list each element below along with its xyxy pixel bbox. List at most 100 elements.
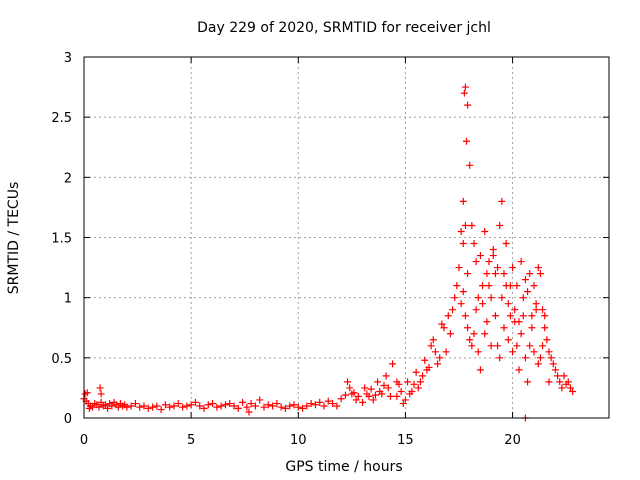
x-tick-label: 10 (290, 433, 307, 448)
data-point (429, 336, 437, 344)
data-point (524, 288, 532, 296)
data-point (294, 403, 302, 411)
data-point (264, 401, 272, 409)
data-point (131, 400, 139, 408)
data-point (489, 246, 497, 254)
data-point (556, 378, 564, 386)
data-point (209, 400, 217, 408)
data-point (539, 306, 547, 314)
data-point (472, 306, 480, 314)
data-point (95, 403, 103, 411)
data-point (457, 227, 465, 235)
data-point (196, 402, 204, 410)
data-point (395, 380, 403, 388)
data-point (449, 306, 457, 314)
data-point (416, 378, 424, 386)
data-point (401, 396, 409, 404)
data-point (487, 342, 495, 350)
data-point (204, 401, 212, 409)
data-point (378, 390, 386, 398)
data-point (528, 312, 536, 320)
data-point (320, 402, 328, 410)
data-point (414, 384, 422, 392)
data-point (393, 392, 401, 400)
data-point (543, 336, 551, 344)
data-point (404, 378, 412, 386)
data-point (380, 382, 388, 390)
data-point (114, 403, 122, 411)
data-point (108, 402, 116, 410)
data-point (434, 360, 442, 368)
data-point (427, 342, 435, 350)
data-point (506, 282, 514, 290)
data-point (526, 270, 534, 278)
data-point (521, 354, 529, 362)
data-point (149, 403, 157, 411)
y-tick-label: 3 (64, 51, 72, 66)
x-tick-label: 20 (504, 433, 521, 448)
data-point (455, 264, 463, 272)
data-point (243, 403, 251, 411)
data-point (528, 324, 536, 332)
data-point (286, 402, 294, 410)
data-point (470, 330, 478, 338)
data-point (436, 354, 444, 362)
data-point (389, 360, 397, 368)
data-point (526, 342, 534, 350)
data-point (344, 378, 352, 386)
data-point (324, 397, 332, 405)
data-point (530, 348, 538, 356)
data-point (494, 342, 502, 350)
data-point (96, 384, 104, 392)
data-point (213, 403, 221, 411)
data-point (290, 401, 298, 409)
data-point (558, 384, 566, 392)
data-point (504, 300, 512, 308)
data-point (498, 197, 506, 205)
data-point (466, 336, 474, 344)
data-point (481, 227, 489, 235)
data-point (530, 282, 538, 290)
y-tick-label: 1 (64, 292, 72, 307)
data-point (247, 400, 255, 408)
data-point (474, 348, 482, 356)
data-point (412, 368, 420, 376)
y-tick-label: 0.5 (51, 352, 72, 367)
data-point (316, 398, 324, 406)
data-point (140, 402, 148, 410)
data-point (408, 388, 416, 396)
data-point (463, 137, 470, 145)
data-point (187, 401, 195, 409)
data-point (500, 324, 508, 332)
data-point (83, 389, 91, 397)
y-axis-label: SRMTID / TECUs (6, 182, 22, 295)
data-point (472, 258, 480, 266)
data-point (421, 356, 429, 364)
data-point (354, 392, 362, 400)
data-point (479, 300, 487, 308)
data-point (446, 330, 454, 338)
data-point (549, 360, 557, 368)
data-point (234, 404, 242, 412)
chart-title: Day 229 of 2020, SRMTID for receiver jch… (197, 20, 491, 36)
x-axis-label: GPS time / hours (285, 459, 402, 475)
data-point (468, 221, 476, 229)
x-tick-label: 0 (80, 433, 88, 448)
data-point (281, 404, 289, 412)
data-point (269, 402, 277, 410)
data-point (534, 360, 542, 368)
data-point (352, 396, 360, 404)
data-point (371, 391, 379, 399)
y-tick-label: 1.5 (51, 232, 72, 247)
data-point (256, 396, 264, 404)
data-point (460, 89, 468, 97)
data-point (260, 403, 268, 411)
data-point (569, 388, 577, 396)
x-tick-label: 15 (397, 433, 414, 448)
data-point (541, 312, 549, 320)
data-point (311, 401, 319, 409)
data-point (341, 391, 349, 399)
data-point (399, 400, 407, 408)
data-point (564, 378, 572, 386)
